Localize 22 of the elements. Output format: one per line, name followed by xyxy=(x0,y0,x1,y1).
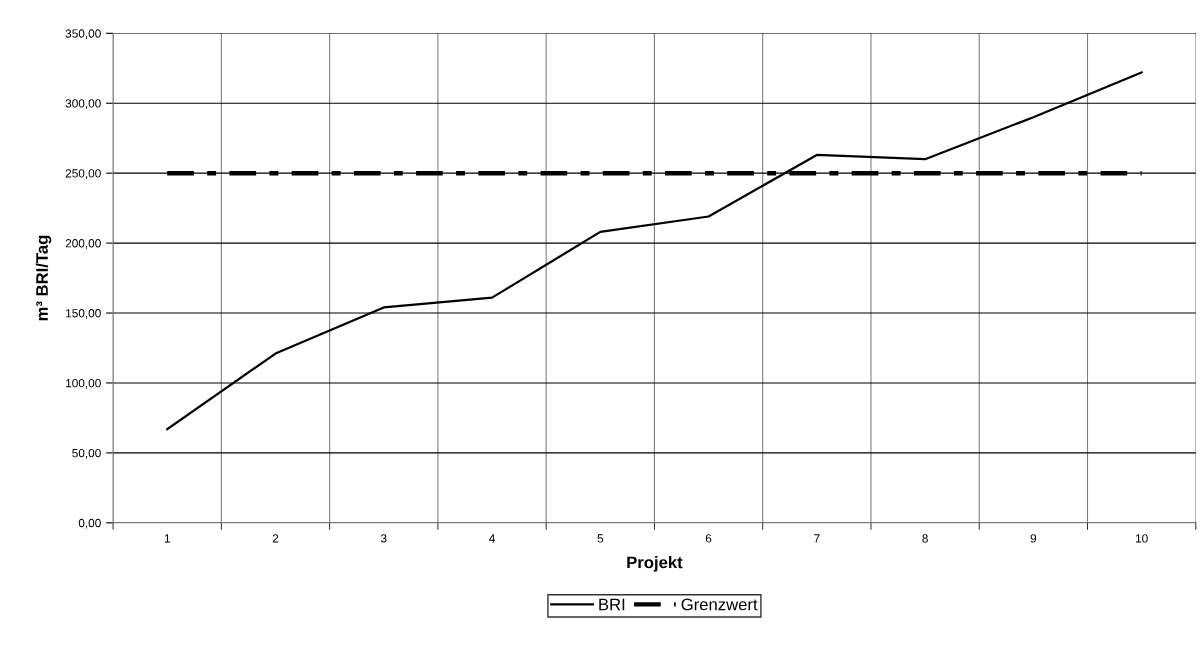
legend-label: BRI xyxy=(599,598,625,611)
y-tick-label: 100,00 xyxy=(66,378,101,389)
x-tick-label: 7 xyxy=(814,534,820,543)
x-tick-label: 10 xyxy=(1135,534,1148,543)
y-tick-label: 250,00 xyxy=(65,169,101,179)
x-tick-label: 6 xyxy=(705,534,712,543)
x-tick-label: 8 xyxy=(922,534,928,543)
y-tick-label: 150,00 xyxy=(66,309,101,319)
x-tick-label: 4 xyxy=(489,534,495,543)
y-tick-label: 200,00 xyxy=(65,239,101,249)
x-tick-label: 5 xyxy=(597,534,604,543)
y-axis-title: m³ BRI/Tag xyxy=(35,235,52,321)
x-tick-label: 2 xyxy=(272,534,279,543)
x-tick-label: 1 xyxy=(164,534,170,543)
y-tick-label: 50,00 xyxy=(72,448,101,459)
x-tick-label: 3 xyxy=(380,534,387,543)
y-tick-label: 300,00 xyxy=(65,99,101,110)
x-tick-label: 9 xyxy=(1030,534,1037,543)
y-tick-label: 0,00 xyxy=(78,518,101,529)
y-tick-label: 350,00 xyxy=(65,29,101,40)
x-axis-title: Projekt xyxy=(627,556,683,572)
legend-label: Grenzwert xyxy=(681,598,758,611)
